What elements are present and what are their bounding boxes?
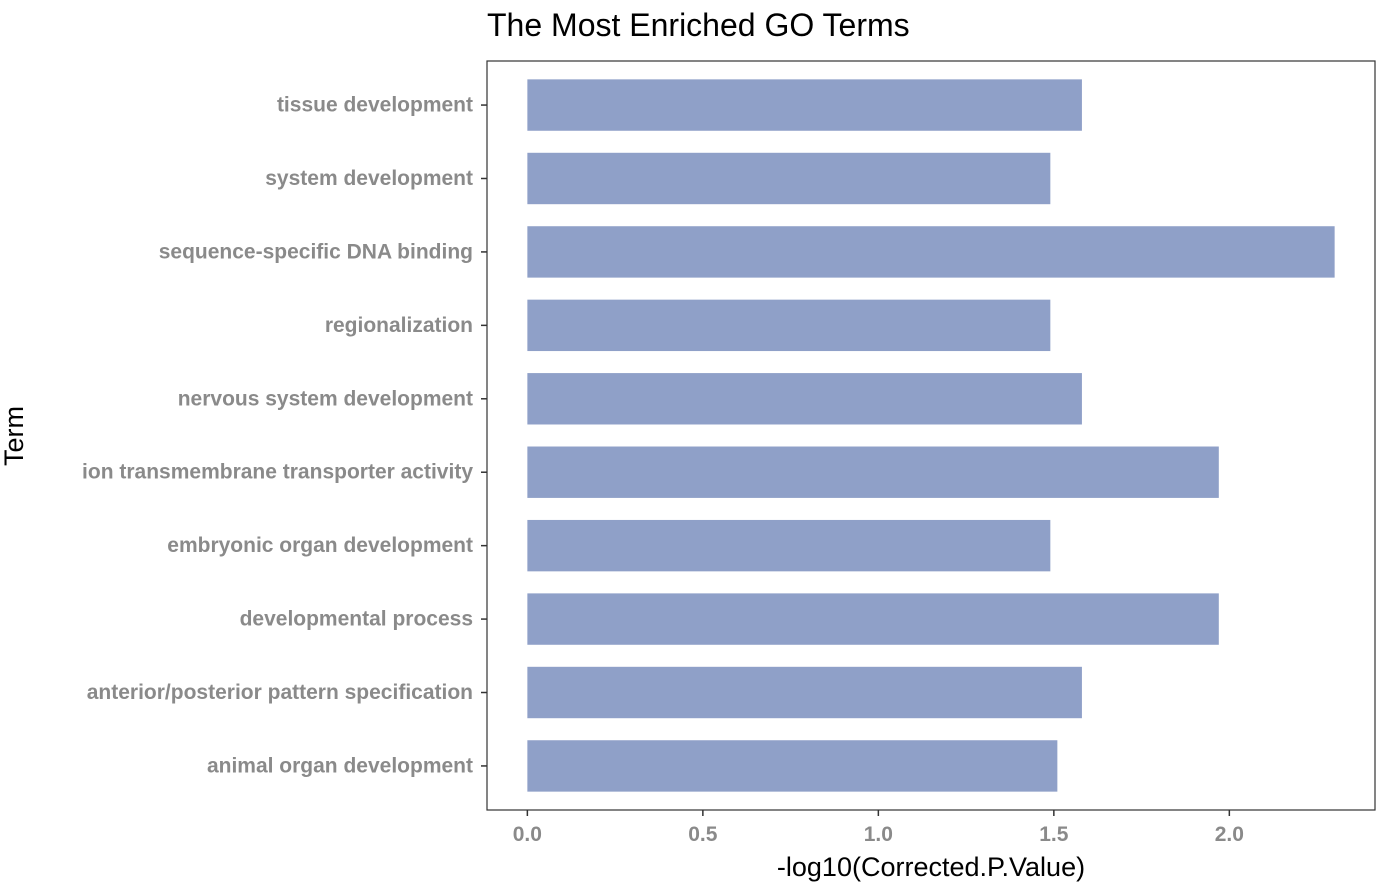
x-tick-label: 0.0 [513, 823, 542, 846]
bar [527, 79, 1082, 131]
x-tick-label: 1.0 [864, 823, 893, 846]
bar [527, 152, 1051, 205]
y-tick-label: developmental process [240, 608, 473, 631]
x-tick-label: 2.0 [1215, 823, 1244, 846]
bars-layer [527, 79, 1335, 792]
y-axis-title: Term [0, 406, 29, 466]
y-tick-label: embryonic organ development [167, 534, 473, 557]
y-tick-label: ion transmembrane transporter activity [82, 461, 473, 484]
y-tick-label: animal organ development [207, 754, 473, 777]
bar [527, 373, 1082, 425]
x-tick-label: 0.5 [688, 823, 718, 846]
y-tick-label: anterior/posterior pattern specification [87, 681, 473, 704]
y-tick-label: system development [265, 167, 473, 190]
x-axis: 0.0 0.5 1.0 1.5 2.0 [513, 810, 1244, 846]
y-tick-label: nervous system development [178, 387, 473, 410]
bar [527, 593, 1219, 645]
bar [527, 446, 1219, 498]
bar [527, 226, 1335, 278]
bar [527, 519, 1051, 572]
x-tick-label: 1.5 [1039, 823, 1069, 846]
y-tick-label: tissue development [277, 94, 473, 117]
y-tick-label: sequence-specific DNA binding [159, 240, 473, 263]
bar [527, 740, 1058, 792]
chart-title: The Most Enriched GO Terms [487, 7, 910, 43]
y-axis: tissue development system development sequ… [82, 94, 487, 777]
bar [527, 299, 1051, 352]
x-axis-title: -log10(Corrected.P.Value) [777, 852, 1085, 882]
y-tick-label: regionalization [325, 314, 473, 337]
plot-panel [486, 60, 1376, 811]
bar [527, 666, 1082, 719]
